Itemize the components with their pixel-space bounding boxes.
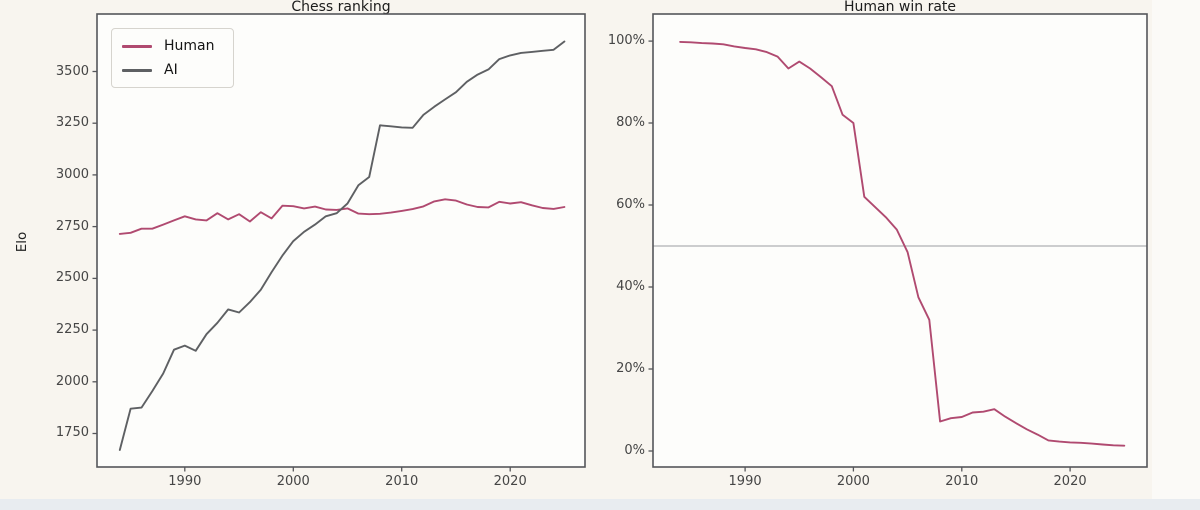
legend-label-ai: AI [164, 62, 178, 78]
y-axis-label-elo: Elo [14, 231, 30, 253]
x-tick-label: 2000 [276, 474, 310, 489]
x-tick-label: 1990 [728, 474, 762, 489]
y-tick-label: 100% [607, 33, 645, 49]
ai-line-swatch [122, 68, 152, 72]
y-tick-label: 2750 [55, 218, 89, 234]
x-tick-label: 2010 [385, 474, 419, 489]
x-tick-label: 2000 [836, 474, 870, 489]
legend-item-ai: AI [122, 62, 215, 78]
chart-svg [92, 13, 586, 472]
chart-svg [648, 13, 1148, 472]
axes-frame [652, 13, 1148, 468]
ai-line [118, 40, 566, 451]
y-tick-label: 80% [616, 115, 645, 131]
x-tick-label: 2020 [1053, 474, 1087, 489]
y-tick-label: 1750 [55, 425, 89, 441]
y-tick-label: 40% [616, 279, 645, 295]
chart-title-chess-ranking: Chess ranking [291, 0, 391, 15]
legend-item-human: Human [122, 38, 215, 54]
y-tick-label: 3250 [55, 115, 89, 131]
plot-background [653, 14, 1147, 467]
y-tick-label: 20% [616, 361, 645, 377]
y-tick-label: 60% [616, 197, 645, 213]
y-tick-label: 2250 [55, 322, 89, 338]
human-line-swatch [122, 44, 152, 48]
plot-background [97, 14, 585, 467]
y-tick-label: 3000 [55, 166, 89, 182]
legend: Human AI [111, 28, 234, 88]
x-tick-label: 2020 [493, 474, 527, 489]
legend-label-human: Human [164, 38, 215, 54]
plot-area-human-win-rate: 1990 2000 2010 2020 0% 20% 40% 60% 80% 100% [608, 13, 1148, 489]
y-tick-label: 2500 [55, 270, 89, 286]
human-win-rate-line [679, 40, 1126, 447]
y-tick-label: 2000 [55, 373, 89, 389]
bottom-edge-band [0, 499, 1200, 510]
y-tick-label: 3500 [55, 63, 89, 79]
x-tick-label: 1990 [168, 474, 202, 489]
chart-title-human-win-rate: Human win rate [843, 0, 957, 15]
y-tick-label: 0% [624, 443, 645, 458]
axes-frame [96, 13, 586, 468]
x-tick-label: 2010 [945, 474, 979, 489]
right-margin [1152, 0, 1200, 500]
